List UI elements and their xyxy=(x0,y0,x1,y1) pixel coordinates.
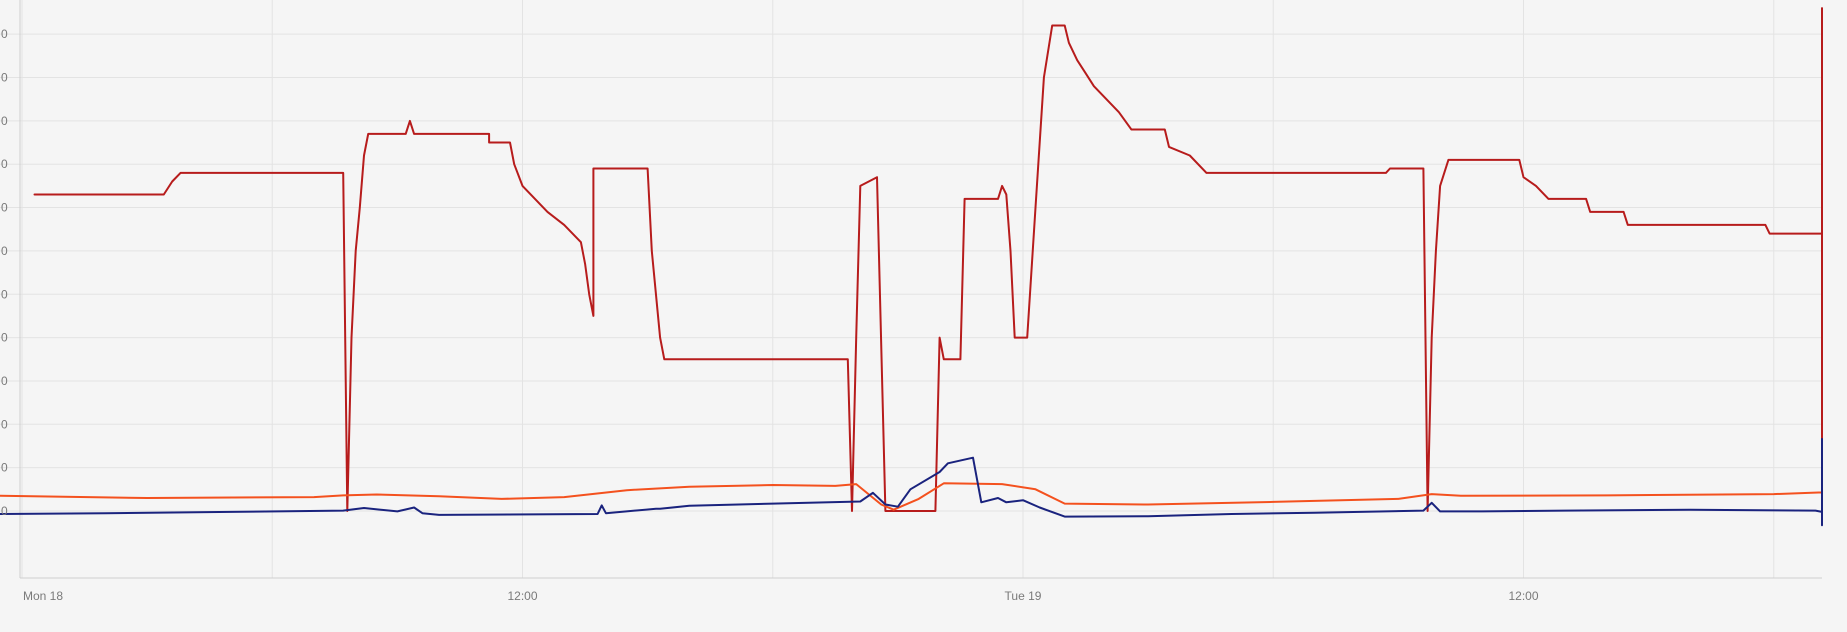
series-line-3 xyxy=(0,438,1823,527)
x-tick-label: 12:00 xyxy=(507,589,537,603)
y-tick-label: 0 xyxy=(1,157,8,171)
y-tick-label: 0 xyxy=(1,461,8,475)
y-tick-label: 0 xyxy=(1,27,8,41)
x-tick-label: Mon 18 xyxy=(23,589,63,603)
y-tick-label: 0 xyxy=(1,244,8,258)
series-line-2 xyxy=(0,442,1823,517)
grid xyxy=(0,0,1822,579)
y-tick-label: 0 xyxy=(1,287,8,301)
y-tick-label: 0 xyxy=(1,331,8,345)
y-tick-label: 0 xyxy=(1,504,8,518)
y-tick-label: 0 xyxy=(1,201,8,215)
y-tick-label: 0 xyxy=(1,374,8,388)
y-tick-label: 0 xyxy=(1,114,8,128)
series-layer xyxy=(0,7,1823,527)
y-tick-label: 0 xyxy=(1,417,8,431)
series-line-1 xyxy=(33,7,1823,512)
x-tick-label: 12:00 xyxy=(1508,589,1538,603)
y-tick-label: 0 xyxy=(1,71,8,85)
x-tick-label: Tue 19 xyxy=(1005,589,1042,603)
